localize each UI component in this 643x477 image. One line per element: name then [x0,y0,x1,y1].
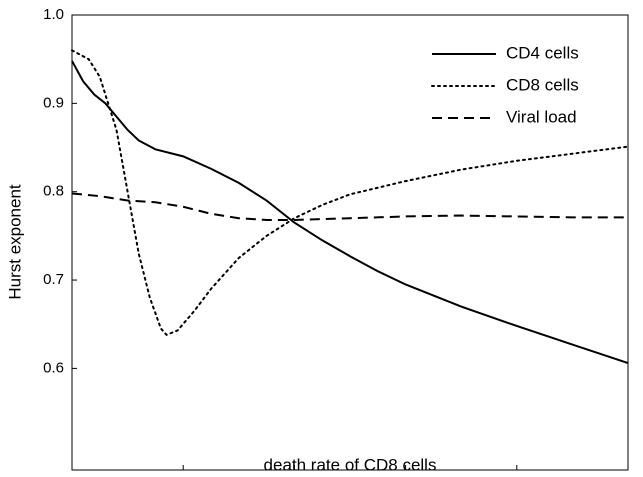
legend-label: CD4 cells [506,43,579,62]
data-line [71,192,628,221]
y-tick-label: 0.8 [43,183,64,200]
legend-label: CD8 cells [506,75,579,94]
x-axis-title: death rate of CD8 cells [264,455,437,474]
plot-frame [71,14,629,471]
y-tick-label: 1.0 [43,6,64,23]
legend-label: Viral load [506,107,577,126]
y-tick-label: 0.6 [43,359,64,376]
y-tick-label: 0.7 [43,271,64,288]
y-axis-title: Hurst exponent [5,184,24,300]
y-tick-label: 0.9 [43,94,64,111]
data-line [71,49,629,337]
data-line [71,60,629,365]
